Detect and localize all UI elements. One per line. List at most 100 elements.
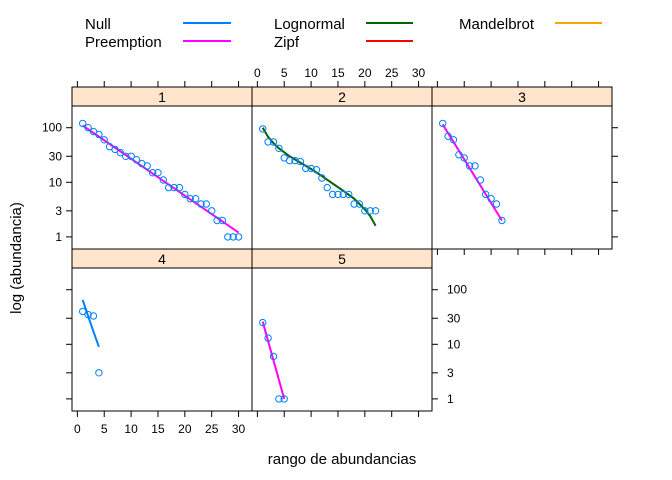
- strip-label: 1: [158, 89, 166, 105]
- legend-label: Zipf: [274, 34, 300, 51]
- x-tick-label: 15: [151, 422, 165, 436]
- data-point: [328, 190, 337, 199]
- x-tick-label: 20: [178, 422, 192, 436]
- data-point: [449, 136, 458, 144]
- data-point: [350, 200, 358, 208]
- data-point: [79, 119, 87, 128]
- data-point: [323, 183, 331, 192]
- x-tick-label: 25: [385, 66, 399, 80]
- strip-label: 4: [158, 251, 166, 267]
- data-point: [291, 156, 299, 165]
- data-point: [116, 148, 125, 157]
- legend-label: Lognormal: [274, 16, 345, 33]
- data-point: [95, 369, 103, 377]
- data-point: [208, 207, 216, 215]
- panel-frame: [251, 105, 433, 250]
- data-point: [191, 195, 200, 203]
- model-line-null: [81, 299, 100, 348]
- y-axis-title: log (abundancia): [8, 202, 25, 314]
- data-point: [280, 395, 288, 403]
- data-point: [312, 166, 321, 174]
- x-tick-label: 0: [254, 66, 261, 80]
- panel-1: 1: [71, 86, 253, 250]
- x-axis-title: rango de abundancias: [268, 451, 416, 468]
- legend-label: Null: [85, 16, 111, 33]
- data-point: [269, 138, 278, 146]
- panel-4: 4: [71, 248, 253, 412]
- data-point: [143, 162, 151, 170]
- panel-frame: [431, 105, 613, 250]
- data-point: [345, 190, 353, 199]
- panel-frame: [251, 267, 433, 412]
- model-line-preemption: [261, 321, 286, 400]
- x-tick-label: 25: [205, 422, 219, 436]
- data-point: [334, 190, 342, 199]
- y-tick-label: 3: [447, 366, 454, 380]
- data-point: [170, 183, 178, 192]
- strip-label: 2: [338, 89, 346, 105]
- data-point: [492, 200, 501, 208]
- data-point: [154, 169, 162, 177]
- data-point: [148, 169, 157, 177]
- y-tick-label: 1: [55, 230, 62, 244]
- data-point: [361, 207, 369, 215]
- data-point: [498, 216, 506, 225]
- legend-label: Mandelbrot: [459, 16, 535, 33]
- data-point: [213, 216, 221, 225]
- data-point: [111, 145, 119, 154]
- data-point: [275, 395, 283, 403]
- data-point: [444, 132, 452, 140]
- panel-frame: [71, 267, 253, 412]
- data-point: [84, 124, 92, 132]
- data-point: [259, 125, 267, 133]
- y-tick-label: 1: [447, 392, 454, 406]
- panel-3: 3: [431, 86, 613, 250]
- data-point: [165, 183, 173, 192]
- x-tick-label: 15: [331, 66, 345, 80]
- data-point: [296, 157, 305, 166]
- data-point: [224, 233, 232, 241]
- panels: 1 2 3 4 5: [71, 86, 613, 412]
- y-tick-label: 30: [447, 311, 461, 325]
- data-point: [186, 195, 194, 203]
- data-point: [234, 233, 243, 241]
- data-point: [285, 156, 294, 165]
- legend-label: Preemption: [85, 34, 162, 51]
- y-tick-label: 10: [447, 337, 461, 351]
- data-point: [366, 207, 374, 215]
- data-point: [487, 195, 495, 203]
- strip-label: 3: [518, 89, 526, 105]
- data-point: [302, 164, 310, 173]
- data-point: [79, 307, 87, 316]
- data-point: [181, 190, 189, 199]
- data-point: [476, 176, 485, 184]
- data-point: [95, 130, 103, 139]
- data-point: [100, 136, 108, 144]
- data-point: [465, 162, 474, 170]
- x-tick-label: 10: [124, 422, 138, 436]
- x-tick-label: 0: [74, 422, 81, 436]
- data-point: [229, 233, 237, 241]
- y-tick-label: 3: [55, 204, 62, 218]
- x-tick-label: 30: [232, 422, 246, 436]
- strip-label: 5: [338, 251, 346, 267]
- panel-5: 5: [251, 248, 433, 412]
- data-point: [471, 162, 479, 170]
- panel-2: 2: [251, 86, 433, 250]
- data-point: [218, 216, 227, 225]
- data-point: [318, 174, 326, 182]
- x-tick-label: 30: [412, 66, 426, 80]
- data-point: [175, 183, 184, 192]
- y-tick-label: 30: [49, 149, 63, 163]
- data-point: [371, 207, 380, 215]
- data-point: [127, 152, 135, 161]
- data-point: [159, 176, 168, 184]
- y-tick-label: 10: [49, 175, 63, 189]
- data-point: [275, 144, 283, 153]
- data-point: [439, 119, 447, 128]
- data-point: [202, 200, 211, 208]
- x-tick-label: 5: [281, 66, 288, 80]
- data-point: [259, 318, 267, 327]
